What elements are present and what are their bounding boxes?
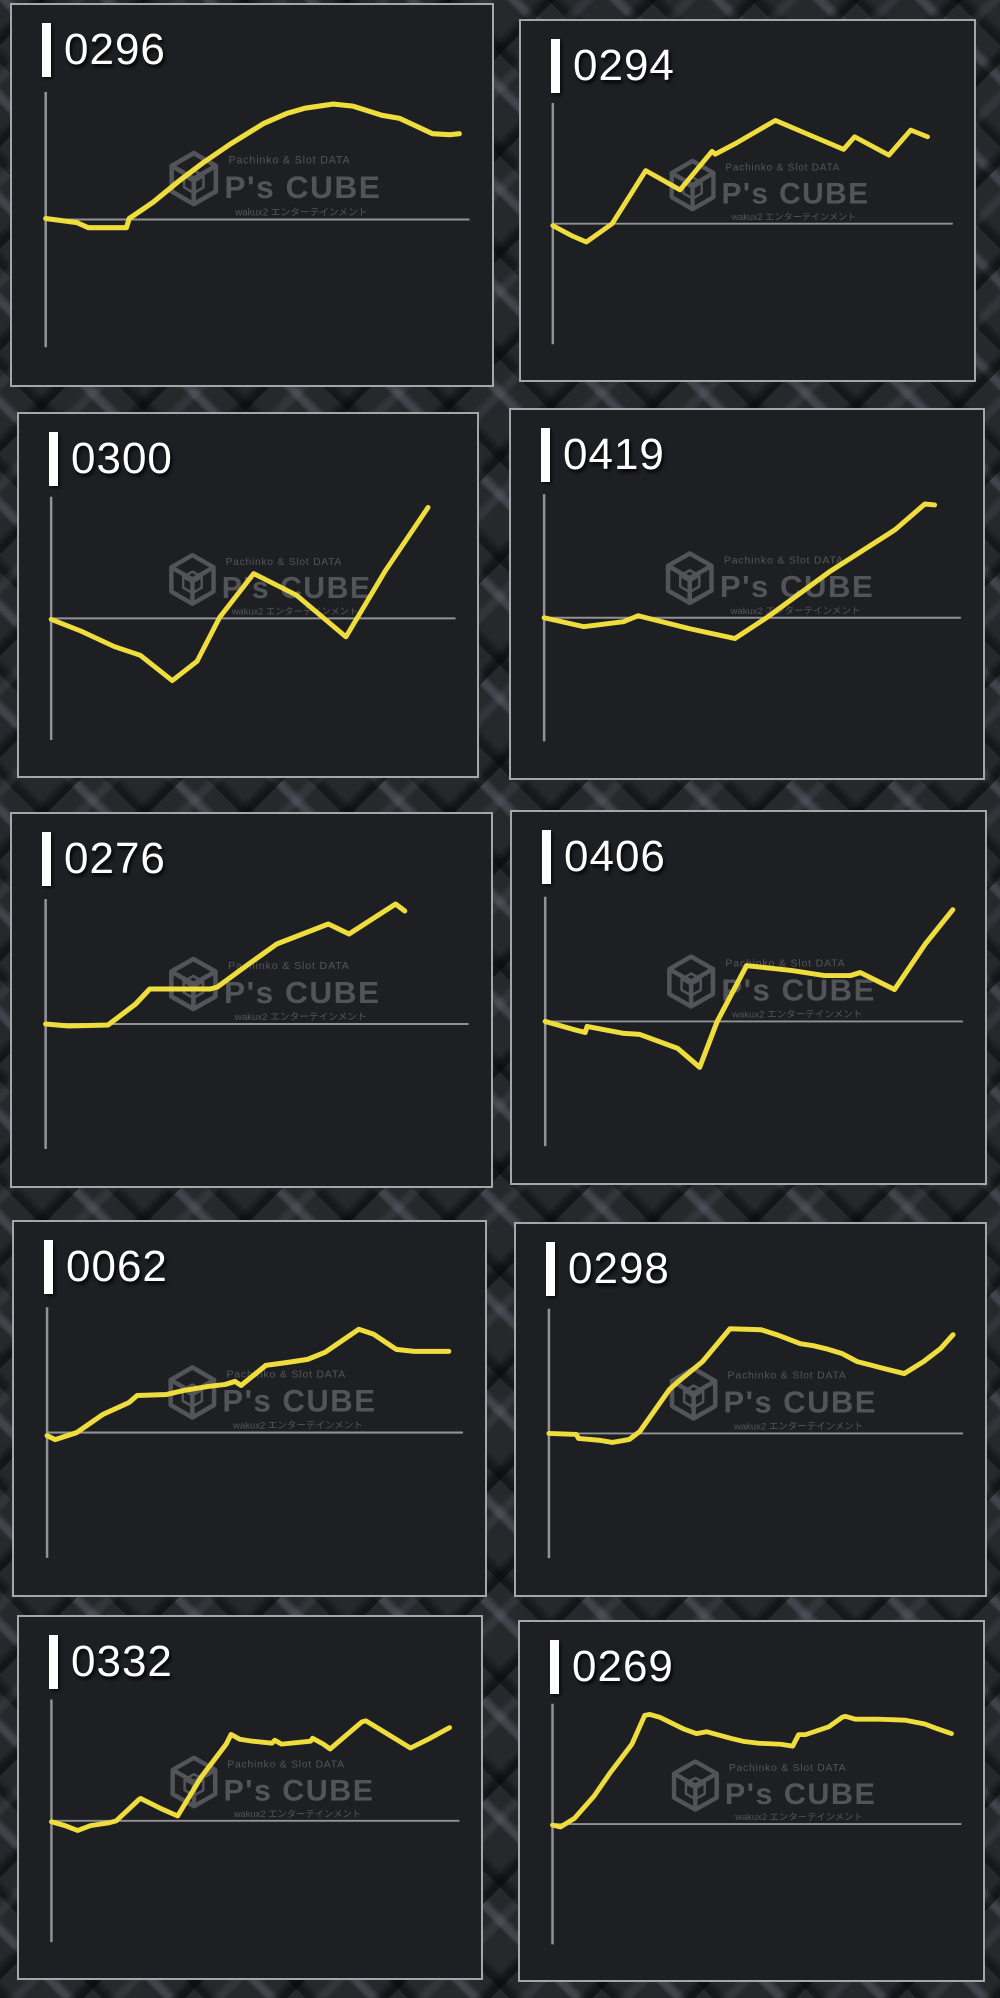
watermark-subtext: wakux2 エンターテインメント — [731, 1009, 862, 1020]
watermark-brand: P's CUBE — [224, 975, 381, 1010]
watermark-tagline: Pachinko & Slot DATA — [227, 1759, 344, 1770]
watermark-subtext: wakux2 エンターテインメント — [734, 1812, 863, 1822]
payout-line — [48, 504, 431, 684]
machine-panel-0276[interactable]: Pachinko & Slot DATA P's CUBE wakux2 エンターテ… — [10, 812, 493, 1188]
slump-graph: Pachinko & Slot DATA P's CUBE wakux2 エンターテ… — [541, 494, 961, 742]
machine-panel-0300[interactable]: Pachinko & Slot DATA P's CUBE wakux2 エンターテ… — [17, 412, 479, 778]
payout-line — [550, 117, 930, 245]
watermark-subtext: wakux2 エンターテインメント — [231, 606, 358, 616]
cube-icon — [669, 158, 716, 212]
machine-panel-0419[interactable]: Pachinko & Slot DATA P's CUBE wakux2 エンターテ… — [509, 408, 985, 780]
watermark-tagline: Pachinko & Slot DATA — [228, 960, 350, 972]
slump-graph: Pachinko & Slot DATA P's CUBE wakux2 エンターテ… — [43, 899, 469, 1149]
watermark-brand: P's CUBE — [224, 169, 381, 205]
watermark-brand: P's CUBE — [724, 1384, 877, 1419]
cube-icon — [665, 551, 714, 606]
watermark-subtext: wakux2 エンターテインメント — [234, 206, 367, 218]
watermark-brand: P's CUBE — [721, 177, 869, 210]
machine-panel-0062[interactable]: Pachinko & Slot DATA P's CUBE wakux2 エンターテ… — [12, 1220, 487, 1597]
watermark-logo: Pachinko & Slot DATA P's CUBE wakux2 エンターテ… — [669, 1366, 877, 1432]
machine-panel-0296[interactable]: Pachinko & Slot DATA P's CUBE wakux2 エンターテ… — [10, 3, 494, 387]
payout-line — [546, 1326, 956, 1445]
watermark-tagline: Pachinko & Slot DATA — [728, 1371, 847, 1382]
watermark-brand: P's CUBE — [223, 1775, 374, 1808]
watermark-tagline: Pachinko & Slot DATA — [729, 1763, 847, 1774]
machine-panel-0269[interactable]: Pachinko & Slot DATA P's CUBE wakux2 エンターテ… — [518, 1620, 985, 1982]
watermark-subtext: wakux2 エンターテインメント — [733, 1421, 863, 1432]
watermark-logo: Pachinko & Slot DATA P's CUBE wakux2 エンターテ… — [669, 158, 869, 222]
watermark-subtext: wakux2 エンターテインメント — [233, 1809, 361, 1819]
machine-panel-0406[interactable]: Pachinko & Slot DATA P's CUBE wakux2 エンターテ… — [510, 810, 987, 1185]
machine-panel-0294[interactable]: Pachinko & Slot DATA P's CUBE wakux2 エンターテ… — [519, 19, 976, 382]
watermark-subtext: wakux2 エンターテインメント — [234, 1012, 367, 1023]
slump-graph: Pachinko & Slot DATA P's CUBE wakux2 エンターテ… — [550, 103, 953, 345]
watermark-logo: Pachinko & Slot DATA P's CUBE wakux2 エンターテ… — [168, 1365, 376, 1432]
watermark-brand: P's CUBE — [721, 973, 876, 1008]
machine-panel-0332[interactable]: Pachinko & Slot DATA P's CUBE wakux2 エンターテ… — [17, 1615, 483, 1980]
cube-icon — [669, 1366, 718, 1421]
watermark-brand: P's CUBE — [222, 572, 372, 605]
payout-line — [44, 1326, 452, 1443]
slump-graph: Pachinko & Slot DATA P's CUBE wakux2 エンターテ… — [546, 1308, 964, 1559]
watermark-subtext: wakux2 エンターテインメント — [730, 606, 861, 617]
watermark-logo: Pachinko & Slot DATA P's CUBE wakux2 エンターテ… — [169, 956, 381, 1023]
watermark-subtext: wakux2 エンターテインメント — [731, 212, 857, 222]
payout-line — [43, 101, 462, 231]
payout-line — [43, 901, 408, 1029]
cube-icon — [169, 552, 216, 606]
watermark-brand: P's CUBE — [222, 1384, 376, 1419]
cube-icon — [671, 1759, 719, 1812]
watermark-brand: P's CUBE — [720, 569, 874, 604]
watermark-tagline: Pachinko & Slot DATA — [725, 958, 845, 970]
slump-graph: Pachinko & Slot DATA P's CUBE wakux2 エンターテ… — [44, 1307, 463, 1558]
payout-line — [550, 1711, 954, 1830]
watermark-tagline: Pachinko & Slot DATA — [725, 163, 840, 174]
payout-line — [542, 907, 956, 1070]
cube-icon — [667, 954, 716, 1009]
payout-line — [48, 1718, 453, 1833]
watermark-brand: P's CUBE — [725, 1778, 876, 1811]
watermark-tagline: Pachinko & Slot DATA — [226, 557, 342, 568]
watermark-tagline: Pachinko & Slot DATA — [229, 154, 351, 166]
watermark-tagline: Pachinko & Slot DATA — [226, 1368, 346, 1380]
cube-icon — [169, 956, 218, 1012]
payout-line — [541, 501, 938, 641]
machine-panel-0298[interactable]: Pachinko & Slot DATA P's CUBE wakux2 エンターテ… — [514, 1222, 987, 1597]
watermark-subtext: wakux2 エンターテインメント — [232, 1421, 363, 1432]
watermark-tagline: Pachinko & Slot DATA — [724, 555, 844, 566]
